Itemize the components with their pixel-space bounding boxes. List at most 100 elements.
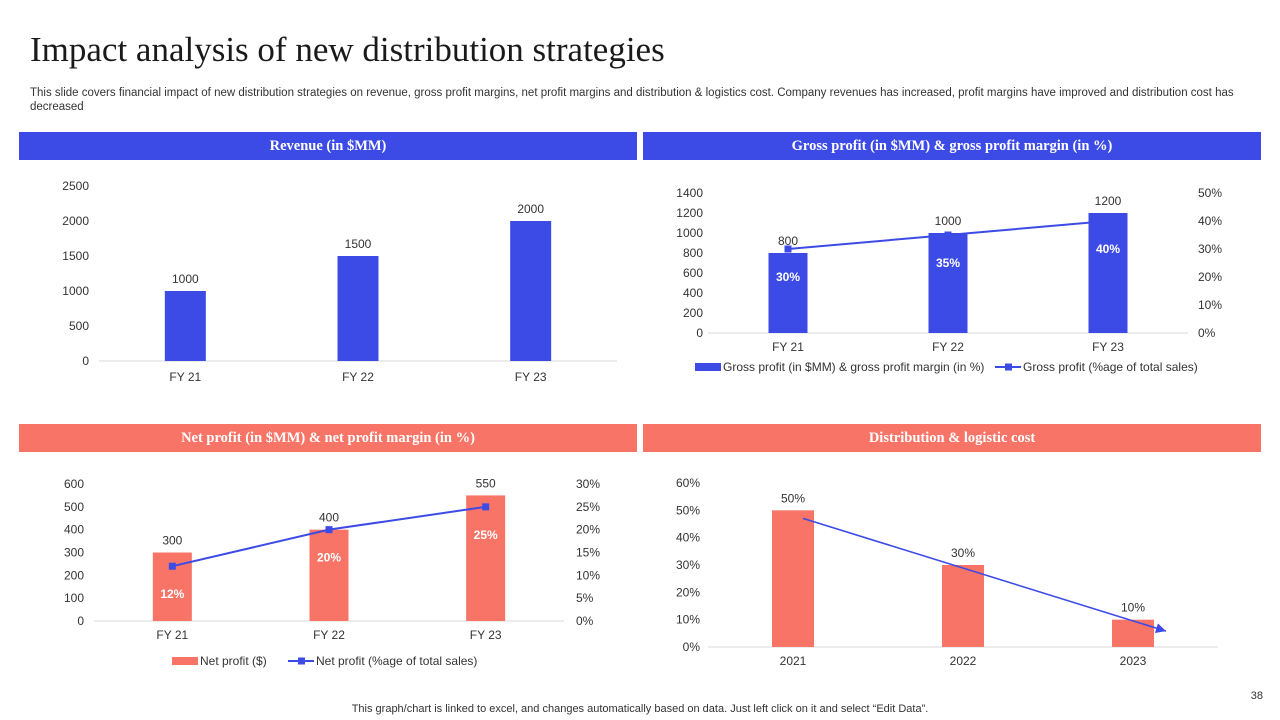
y-tick-label: 20% bbox=[676, 585, 700, 599]
y-tick-label: 500 bbox=[64, 500, 84, 514]
legend-swatch-bar bbox=[172, 657, 198, 665]
y-tick-label: 2500 bbox=[62, 179, 89, 193]
bar bbox=[942, 565, 984, 647]
y2-tick-label: 0% bbox=[1198, 326, 1216, 340]
y-tick-label: 0 bbox=[696, 326, 703, 340]
revenue-header: Revenue (in $MM) bbox=[19, 132, 637, 160]
y2-tick-label: 50% bbox=[1198, 186, 1222, 200]
revenue-chart[interactable]: 0 500 1000 1500 2000 2500 FY 21 FY 22 FY 23 1000 1… bbox=[19, 165, 637, 395]
bar bbox=[928, 233, 968, 333]
legend-label: Net profit (%age of total sales) bbox=[316, 654, 477, 668]
y2-tick-label: 30% bbox=[1198, 242, 1222, 256]
legend-label: Gross profit (in $MM) & gross profit mar… bbox=[723, 360, 984, 374]
line-marker bbox=[944, 231, 952, 239]
trend-arrow-head bbox=[1154, 623, 1166, 633]
bar-data-label: 1200 bbox=[1095, 194, 1122, 208]
footnote: This graph/chart is linked to excel, and… bbox=[351, 703, 929, 715]
page-subtitle: This slide covers financial impact of ne… bbox=[30, 87, 1234, 113]
page-number: 38 bbox=[1250, 690, 1263, 702]
bar-data-label: 10% bbox=[1121, 601, 1145, 615]
y-tick-label: 600 bbox=[683, 266, 703, 280]
y-tick-label: 0 bbox=[82, 354, 89, 368]
y-tick-label: 600 bbox=[64, 477, 84, 491]
y-tick-label: 40% bbox=[676, 531, 700, 545]
y-tick-label: 200 bbox=[683, 306, 703, 320]
y-tick-label: 50% bbox=[676, 503, 700, 517]
x-tick-label: FY 22 bbox=[342, 370, 374, 384]
x-tick-label: 2021 bbox=[780, 654, 807, 668]
bar bbox=[164, 291, 206, 361]
bar-data-label: 30% bbox=[951, 546, 975, 560]
bar bbox=[768, 253, 808, 333]
line-marker bbox=[1104, 217, 1112, 225]
bar bbox=[337, 256, 379, 361]
bar-data-label: 1500 bbox=[345, 237, 372, 251]
bar-data-label: 1000 bbox=[172, 272, 199, 286]
y2-tick-label: 40% bbox=[1198, 214, 1222, 228]
x-tick-label: FY 21 bbox=[169, 370, 201, 384]
x-tick-label: FY 22 bbox=[932, 340, 964, 354]
line-marker bbox=[784, 245, 792, 253]
y2-tick-label: 25% bbox=[576, 500, 600, 514]
page-title: Impact analysis of new distribution stra… bbox=[30, 30, 665, 69]
line-marker bbox=[325, 526, 333, 534]
y-tick-label: 1200 bbox=[676, 206, 703, 220]
y-tick-label: 100 bbox=[64, 591, 84, 605]
x-tick-label: 2023 bbox=[1120, 654, 1147, 668]
gross-profit-header: Gross profit (in $MM) & gross profit mar… bbox=[643, 132, 1261, 160]
distribution-chart[interactable]: 0% 10% 20% 30% 40% 50% 60% 2021 2022 2023 50% 30% 10… bbox=[643, 458, 1261, 678]
legend-swatch-marker bbox=[298, 657, 305, 665]
y-tick-label: 1500 bbox=[62, 249, 89, 263]
legend-swatch-marker bbox=[1005, 363, 1012, 371]
y2-tick-label: 20% bbox=[1198, 270, 1222, 284]
x-tick-label: FY 23 bbox=[470, 628, 502, 642]
x-tick-label: FY 22 bbox=[313, 628, 345, 642]
y-tick-label: 800 bbox=[683, 246, 703, 260]
y-tick-label: 1000 bbox=[62, 284, 89, 298]
bar bbox=[466, 495, 506, 621]
x-tick-label: FY 23 bbox=[1092, 340, 1124, 354]
y-tick-label: 1400 bbox=[676, 186, 703, 200]
y-tick-label: 30% bbox=[676, 558, 700, 572]
y2-tick-label: 10% bbox=[1198, 298, 1222, 312]
line-marker bbox=[168, 562, 176, 570]
y-tick-label: 400 bbox=[683, 286, 703, 300]
net-profit-chart[interactable]: 0 100 200 300 400 500 600 0% 5% 10% 15% 20% 25% 30% FY… bbox=[19, 458, 637, 678]
y2-tick-label: 10% bbox=[576, 568, 600, 582]
bar-data-label: 800 bbox=[778, 234, 798, 248]
y2-tick-label: 30% bbox=[576, 477, 600, 491]
y-tick-label: 500 bbox=[69, 319, 89, 333]
x-tick-label: FY 23 bbox=[515, 370, 547, 384]
y-tick-label: 0% bbox=[683, 640, 701, 654]
x-tick-label: FY 21 bbox=[772, 340, 804, 354]
bar-data-label: 2000 bbox=[517, 202, 544, 216]
line-marker bbox=[482, 503, 490, 511]
line-data-label: 40% bbox=[1096, 242, 1120, 256]
bar-data-label: 550 bbox=[476, 476, 496, 490]
bar-data-label: 1000 bbox=[935, 214, 962, 228]
y-tick-label: 1000 bbox=[676, 226, 703, 240]
line-data-label: 25% bbox=[474, 528, 498, 542]
trend-arrow-line bbox=[802, 517, 1167, 632]
y2-tick-label: 0% bbox=[576, 614, 594, 628]
gross-profit-chart[interactable]: 0 200 400 600 800 1000 1200 1400 0% 10% 20% 30% 40% 5… bbox=[643, 165, 1261, 395]
line-data-label: 20% bbox=[317, 551, 341, 565]
line-data-label: 30% bbox=[776, 270, 800, 284]
y-tick-label: 0 bbox=[77, 614, 84, 628]
bar bbox=[510, 221, 552, 361]
distribution-header: Distribution & logistic cost bbox=[643, 424, 1261, 452]
legend-label: Net profit ($) bbox=[200, 654, 267, 668]
y-tick-label: 200 bbox=[64, 568, 84, 582]
y-tick-label: 300 bbox=[64, 546, 84, 560]
line-data-label: 12% bbox=[160, 587, 184, 601]
bar-data-label: 50% bbox=[781, 491, 805, 505]
bar bbox=[1088, 213, 1128, 333]
y2-tick-label: 15% bbox=[576, 546, 600, 560]
x-tick-label: 2022 bbox=[950, 654, 977, 668]
bar bbox=[772, 510, 814, 647]
y-tick-label: 10% bbox=[676, 613, 700, 627]
net-profit-header: Net profit (in $MM) & net profit margin … bbox=[19, 424, 637, 452]
y2-tick-label: 20% bbox=[576, 523, 600, 537]
bar bbox=[309, 529, 349, 621]
bar-data-label: 400 bbox=[319, 511, 339, 525]
